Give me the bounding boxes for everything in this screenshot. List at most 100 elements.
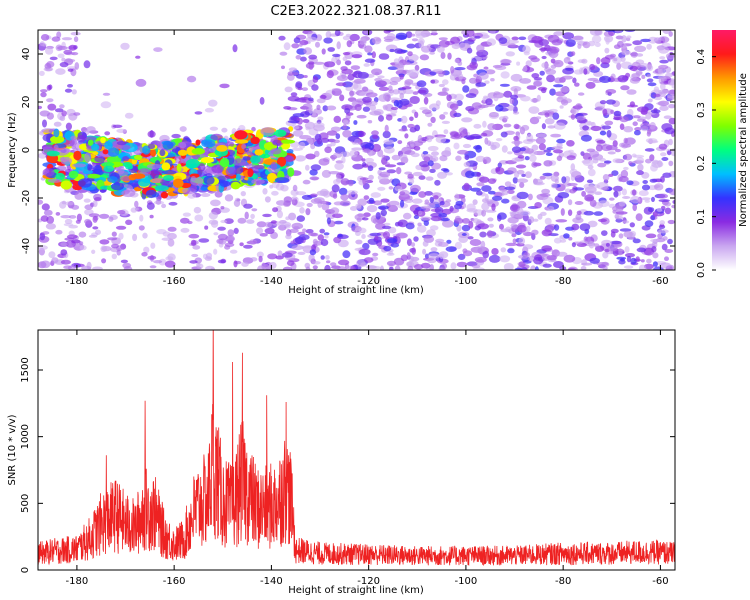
heatmap-blob [372, 134, 379, 139]
heatmap-blob [305, 153, 316, 160]
heatmap-blob [468, 220, 474, 229]
heatmap-blob [57, 53, 65, 59]
y-tick-label: 0 [21, 147, 32, 153]
heatmap-blob [454, 241, 462, 250]
heatmap-blob [292, 72, 299, 76]
heatmap-blob [644, 220, 654, 228]
heatmap-blob [507, 167, 517, 174]
heatmap-blob [640, 122, 651, 130]
heatmap-blob [404, 133, 409, 139]
heatmap-blob [550, 174, 559, 182]
heatmap-blob [118, 144, 131, 151]
heatmap-blob [409, 127, 417, 133]
heatmap-blob [646, 74, 652, 78]
heatmap-blob [78, 231, 87, 238]
heatmap-blob [413, 215, 419, 220]
heatmap-blob [466, 47, 473, 54]
heatmap-blob [609, 53, 617, 58]
colorbar-ticks: 0.0 0.1 0.2 0.3 0.4 [696, 49, 716, 278]
heatmap-blob [121, 189, 136, 198]
heatmap-blob [552, 112, 560, 120]
heatmap-blob [71, 89, 77, 95]
heatmap-blob [474, 225, 481, 231]
heatmap-blob [544, 217, 552, 225]
heatmap-blob [547, 125, 556, 129]
heatmap-blob [272, 207, 279, 213]
heatmap-blob [71, 204, 80, 210]
heatmap-blob [501, 145, 508, 153]
heatmap-blob [60, 180, 72, 190]
heatmap-blob [621, 188, 628, 196]
heatmap-blob [60, 259, 71, 265]
heatmap-blob [118, 232, 124, 240]
heatmap-blob [179, 142, 187, 149]
heatmap-blob [505, 51, 515, 57]
heatmap-blob [390, 242, 400, 248]
heatmap-blob [57, 45, 68, 51]
heatmap-blob [45, 223, 57, 230]
heatmap-blob [40, 92, 47, 98]
heatmap-blob [444, 146, 451, 155]
heatmap-blob [591, 35, 602, 43]
heatmap-blob [107, 237, 118, 241]
heatmap-blob [434, 206, 444, 214]
heatmap-blob [500, 71, 510, 79]
heatmap-blob [368, 265, 381, 270]
heatmap-blob [205, 252, 213, 260]
heatmap-blob [100, 137, 106, 144]
heatmap-blob [324, 234, 329, 239]
heatmap-blob [563, 233, 570, 239]
heatmap-blob [630, 51, 638, 58]
heatmap-blob [450, 66, 455, 74]
heatmap-blob [420, 205, 432, 210]
heatmap-blob [648, 207, 655, 213]
heatmap-blob [149, 214, 154, 219]
heatmap-blob [337, 259, 350, 266]
x-tick-label: -100 [455, 276, 478, 287]
heatmap-blob [193, 206, 202, 214]
heatmap-blob [395, 32, 408, 40]
heatmap-blob [601, 125, 612, 130]
heatmap-blob [312, 76, 319, 83]
heatmap-blob [523, 51, 530, 56]
heatmap-blob [364, 45, 373, 53]
heatmap-blob [583, 68, 588, 75]
heatmap-blob [251, 178, 265, 185]
heatmap-blob [431, 30, 437, 34]
heatmap-blob [607, 151, 616, 155]
heatmap-blob [661, 123, 673, 131]
heatmap-blob [241, 143, 247, 150]
heatmap-blob [168, 201, 178, 206]
heatmap-blob [56, 31, 62, 39]
heatmap-blob [73, 112, 81, 116]
heatmap-blob [150, 169, 160, 180]
heatmap-blob [620, 85, 630, 91]
heatmap-blob [362, 177, 367, 186]
heatmap-blob [420, 216, 432, 221]
heatmap-blob [272, 139, 282, 146]
heatmap-blob [524, 171, 532, 179]
heatmap-blob [243, 203, 253, 209]
heatmap-blob [589, 30, 602, 36]
heatmap-blob [81, 265, 92, 270]
heatmap-blob [47, 178, 62, 183]
heatmap-blob [308, 63, 314, 70]
heatmap-blob [401, 86, 412, 90]
heatmap-blob [587, 168, 596, 177]
heatmap-blob [239, 242, 244, 247]
heatmap-blob [641, 184, 651, 191]
heatmap-blob [55, 212, 61, 216]
heatmap-blob [579, 67, 584, 75]
heatmap-blob [519, 147, 526, 152]
heatmap-blob [64, 88, 73, 93]
heatmap-blob [66, 234, 78, 239]
heatmap-blob [500, 131, 508, 138]
heatmap-blob [388, 186, 394, 190]
heatmap-blob [70, 31, 81, 36]
heatmap-blob [316, 98, 326, 104]
heatmap-blob [408, 195, 413, 201]
heatmap-blob [451, 43, 461, 50]
heatmap-blob [225, 235, 235, 243]
heatmap-blob [502, 115, 509, 121]
heatmap-blob [542, 196, 554, 205]
